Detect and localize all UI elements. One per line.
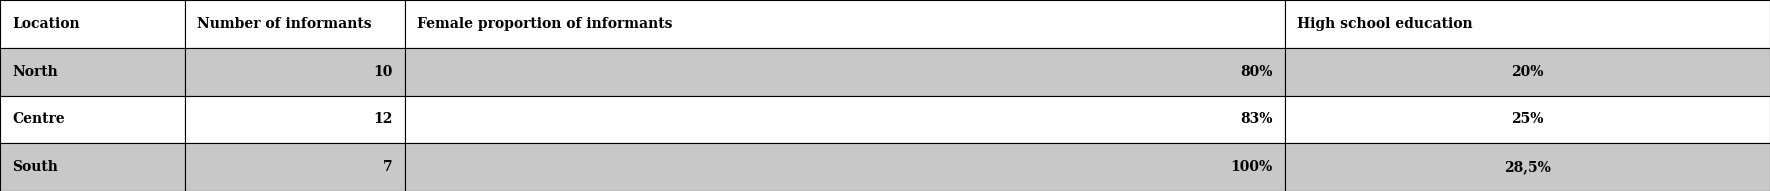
Bar	[405, 143, 1285, 191]
Text: 12: 12	[373, 112, 393, 126]
Bar	[1285, 143, 1770, 191]
Text: High school education: High school education	[1297, 17, 1473, 31]
Text: 80%: 80%	[1241, 65, 1273, 79]
Text: 100%: 100%	[1230, 160, 1273, 174]
Text: Location: Location	[12, 17, 80, 31]
Bar	[405, 48, 1285, 96]
Text: 25%: 25%	[1512, 112, 1543, 126]
Text: 28,5%: 28,5%	[1504, 160, 1551, 174]
Bar	[1285, 48, 1770, 96]
Text: Female proportion of informants: Female proportion of informants	[418, 17, 673, 31]
Bar	[405, 0, 1285, 48]
Bar	[186, 143, 405, 191]
Bar	[1285, 96, 1770, 143]
Bar	[186, 96, 405, 143]
Bar	[0, 48, 186, 96]
Text: Centre: Centre	[12, 112, 65, 126]
Bar	[405, 96, 1285, 143]
Text: South: South	[12, 160, 58, 174]
Text: 20%: 20%	[1512, 65, 1543, 79]
Text: 83%: 83%	[1241, 112, 1273, 126]
Bar	[0, 143, 186, 191]
Bar	[186, 48, 405, 96]
Bar	[0, 0, 186, 48]
Bar	[1285, 0, 1770, 48]
Text: Number of informants: Number of informants	[198, 17, 372, 31]
Text: North: North	[12, 65, 58, 79]
Bar	[186, 0, 405, 48]
Text: 7: 7	[382, 160, 393, 174]
Bar	[0, 96, 186, 143]
Text: 10: 10	[373, 65, 393, 79]
